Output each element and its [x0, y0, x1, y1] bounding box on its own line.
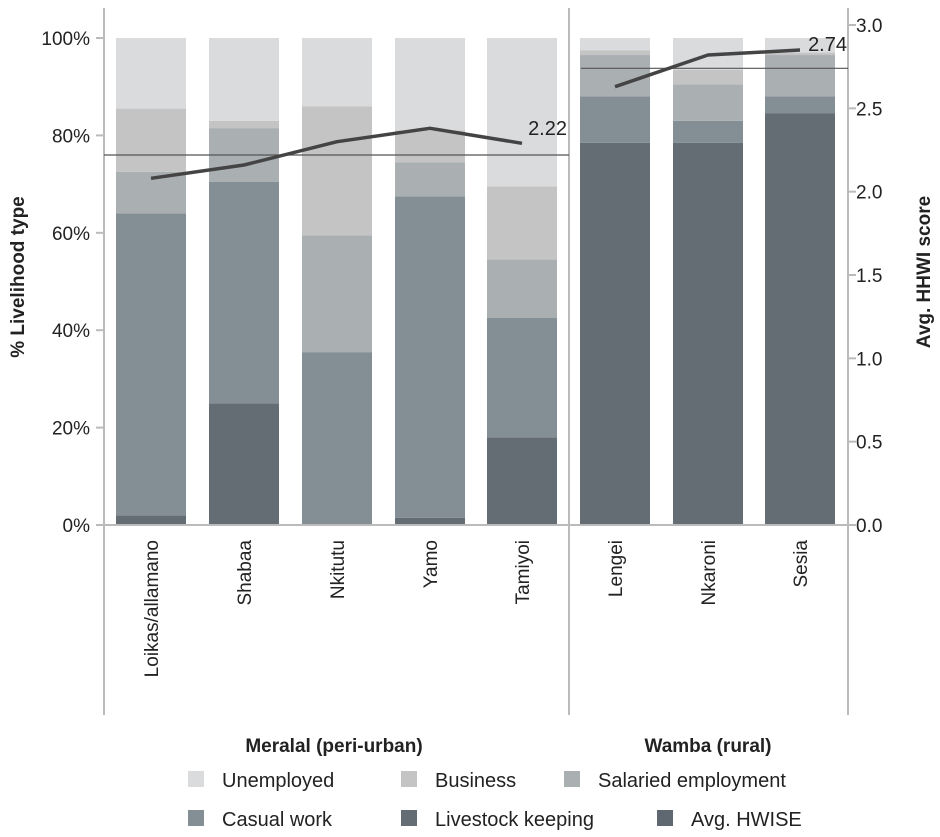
- bar-casual-work-loikas-allamano: [116, 213, 186, 516]
- bar-salaried-employment-loikas-allamano: [116, 171, 186, 214]
- y2-tick-label: 1.5: [856, 266, 882, 287]
- bar-livestock-keeping-nkaroni: [673, 142, 743, 525]
- legend-swatch-unemployed: [188, 771, 204, 787]
- hwise-line: [614, 48, 801, 89]
- bar-unemployed-nkitutu: [302, 38, 372, 107]
- bar-livestock-keeping-sesia: [765, 113, 835, 526]
- y2-axis-title: Avg. HHWI score: [914, 196, 935, 348]
- bar-business-lengei: [580, 50, 650, 56]
- bar-livestock-keeping-lengei: [580, 142, 650, 525]
- legend-swatch-livestock-keeping: [401, 810, 417, 826]
- bar-business-yamo: [395, 130, 465, 163]
- bars-layer: [116, 38, 835, 526]
- x-category-label: Shabaa: [235, 540, 256, 606]
- bar-unemployed-yamo: [395, 38, 465, 131]
- y2-tick-label: 2.5: [856, 99, 882, 120]
- legend-swatch-business: [401, 771, 417, 787]
- x-category-label: Tamiyoi: [513, 540, 534, 604]
- y-tick-label: 20%: [52, 419, 90, 440]
- x-category-label: Loikas/allamano: [142, 540, 163, 677]
- y2-tick-label: 0.5: [856, 433, 882, 454]
- y2-tick-label: 2.0: [856, 183, 882, 204]
- bar-salaried-employment-nkitutu: [302, 235, 372, 353]
- bar-business-nkaroni: [673, 69, 743, 85]
- bar-livestock-keeping-yamo: [395, 517, 465, 525]
- group-label: Meralal (peri-urban): [245, 736, 422, 757]
- legend-label-business: Business: [435, 770, 516, 792]
- hwise-line-layer: [104, 48, 848, 181]
- y2-tick-label: 1.0: [856, 349, 882, 370]
- bar-business-nkitutu: [302, 106, 372, 236]
- bar-salaried-employment-nkaroni: [673, 84, 743, 121]
- y-tick-label: 0%: [63, 516, 91, 537]
- legend-label-livestock-keeping: Livestock keeping: [435, 809, 594, 831]
- bar-unemployed-tamiyoi: [487, 38, 557, 187]
- hwise-line: [150, 126, 523, 181]
- bar-casual-work-tamiyoi: [487, 318, 557, 438]
- bar-livestock-keeping-shabaa: [209, 403, 279, 525]
- bar-unemployed-loikas-allamano: [116, 38, 186, 109]
- bar-business-shabaa: [209, 120, 279, 129]
- group-label: Wamba (rural): [644, 736, 771, 757]
- bar-casual-work-yamo: [395, 196, 465, 518]
- bar-casual-work-nkitutu: [302, 352, 372, 525]
- y-tick-label: 100%: [41, 29, 90, 50]
- x-category-label: Nkitutu: [328, 540, 349, 599]
- x-category-label: Sesia: [791, 540, 812, 588]
- bar-salaried-employment-tamiyoi: [487, 259, 557, 319]
- labels-layer: 0% 20% 40% 60% 80% 100% 0.0 0.5 1.0 1.5 2.0 2.5 3.0 2…: [8, 16, 935, 757]
- legend-label-casual-work: Casual work: [222, 809, 333, 831]
- legend-swatch-casual-work: [188, 810, 204, 826]
- legend: Unemployed Business Salaried employment Cas…: [188, 770, 802, 831]
- bar-salaried-employment-yamo: [395, 162, 465, 197]
- bar-livestock-keeping-loikas-allamano: [116, 515, 186, 525]
- group-average-label: 2.22: [528, 118, 567, 140]
- legend-label-avg-hwise: Avg. HWISE: [691, 809, 802, 831]
- bar-casual-work-nkaroni: [673, 120, 743, 143]
- axes-layer: [96, 8, 856, 715]
- bar-casual-work-shabaa: [209, 181, 279, 404]
- bar-business-sesia: [765, 52, 835, 56]
- y-tick-label: 80%: [52, 126, 90, 147]
- bar-unemployed-shabaa: [209, 38, 279, 121]
- bar-unemployed-sesia: [765, 38, 835, 53]
- y2-tick-label: 3.0: [856, 16, 882, 37]
- bar-casual-work-lengei: [580, 96, 650, 143]
- y-tick-label: 40%: [52, 321, 90, 342]
- y-tick-label: 60%: [52, 224, 90, 245]
- x-category-label: Nkaroni: [699, 540, 720, 605]
- x-category-label: Lengei: [606, 540, 627, 597]
- y-axis-title: % Livelihood type: [8, 196, 29, 358]
- group-average-label: 2.74: [808, 34, 847, 56]
- legend-swatch-avg-hwise: [657, 810, 673, 826]
- bar-business-tamiyoi: [487, 186, 557, 260]
- bar-business-loikas-allamano: [116, 108, 186, 172]
- legend-label-unemployed: Unemployed: [222, 770, 334, 792]
- legend-label-salaried-employment: Salaried employment: [598, 770, 786, 792]
- bar-livestock-keeping-tamiyoi: [487, 437, 557, 525]
- bar-salaried-employment-sesia: [765, 55, 835, 97]
- legend-swatch-salaried-employment: [564, 771, 580, 787]
- y2-tick-label: 0.0: [856, 516, 882, 537]
- bar-casual-work-sesia: [765, 96, 835, 114]
- bar-salaried-employment-lengei: [580, 55, 650, 97]
- bar-unemployed-lengei: [580, 38, 650, 51]
- x-category-label: Yamo: [421, 540, 442, 588]
